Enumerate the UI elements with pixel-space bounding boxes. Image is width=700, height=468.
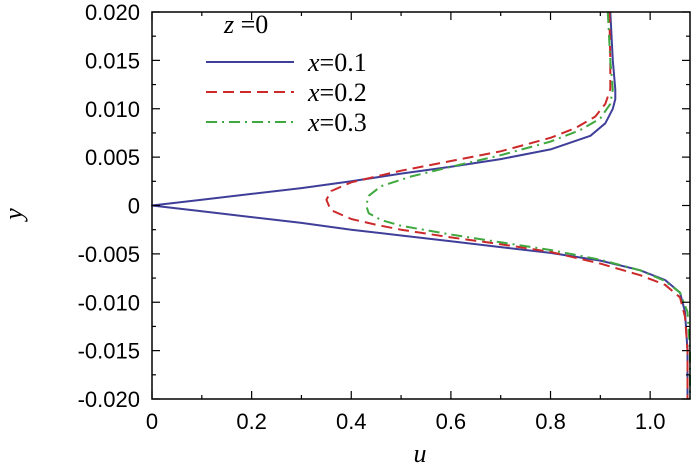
x-tick-label: 0.6 <box>436 409 467 434</box>
y-tick-label: -0.020 <box>78 387 140 412</box>
legend-label-1: x=0.1 <box>307 48 367 77</box>
plot-lines <box>151 11 691 399</box>
y-tick-label: 0.015 <box>85 48 140 73</box>
x-tick-label: 0.4 <box>336 409 367 434</box>
legend-label-3: x=0.3 <box>307 108 367 137</box>
y-axis-label: y <box>0 208 28 223</box>
y-tick-label: -0.010 <box>78 290 140 315</box>
x-tick-label: 1.0 <box>635 409 666 434</box>
x-tick-label: 0 <box>146 409 158 434</box>
y-tick-label: -0.015 <box>78 339 140 364</box>
y-tick-label: 0.005 <box>85 145 140 170</box>
legend-label-2: x=0.2 <box>307 78 367 107</box>
y-tick-label: -0.005 <box>78 242 140 267</box>
legend-title: z =0 <box>223 10 268 39</box>
x-tick-label: 0.8 <box>535 409 566 434</box>
legend-title-rest: =0 <box>234 10 268 39</box>
axis-ticks <box>151 11 690 400</box>
legend: z =0 x=0.1x=0.2x=0.3 <box>206 10 367 137</box>
series-line-1 <box>151 11 689 399</box>
y-tick-label: 0.020 <box>85 0 140 25</box>
x-axis-label: u <box>414 439 427 468</box>
legend-title-var: z <box>223 10 234 39</box>
tick-labels: 0 0.2 0.4 0.6 0.8 1.00.0200.0150.0100.0050-0.… <box>78 0 666 434</box>
x-tick-label: 0.2 <box>236 409 267 434</box>
legend-items: x=0.1x=0.2x=0.3 <box>206 48 367 137</box>
series-line-2 <box>325 11 689 399</box>
y-tick-label: 0 <box>128 194 140 219</box>
y-tick-label: 0.010 <box>85 97 140 122</box>
series-line-3 <box>365 11 691 399</box>
